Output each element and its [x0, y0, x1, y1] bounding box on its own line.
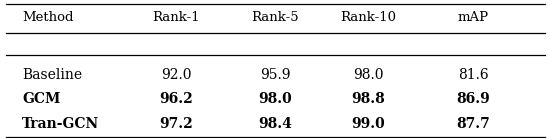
Text: Rank-5: Rank-5 — [251, 11, 299, 24]
Text: Rank-10: Rank-10 — [340, 11, 397, 24]
Text: 87.7: 87.7 — [456, 117, 490, 131]
Text: 98.8: 98.8 — [351, 92, 386, 106]
Text: 95.9: 95.9 — [260, 67, 290, 82]
Text: mAP: mAP — [458, 11, 488, 24]
Text: 86.9: 86.9 — [456, 92, 490, 106]
Text: 98.0: 98.0 — [353, 67, 384, 82]
Text: 98.4: 98.4 — [258, 117, 292, 131]
Text: 92.0: 92.0 — [161, 67, 191, 82]
Text: 81.6: 81.6 — [458, 67, 488, 82]
Text: Baseline: Baseline — [22, 67, 82, 82]
Text: Tran-GCN: Tran-GCN — [22, 117, 99, 131]
Text: Method: Method — [22, 11, 74, 24]
Text: Rank-1: Rank-1 — [152, 11, 200, 24]
Text: 97.2: 97.2 — [159, 117, 193, 131]
Text: GCM: GCM — [22, 92, 61, 106]
Text: 98.0: 98.0 — [258, 92, 292, 106]
Text: 96.2: 96.2 — [159, 92, 193, 106]
Text: 99.0: 99.0 — [351, 117, 386, 131]
